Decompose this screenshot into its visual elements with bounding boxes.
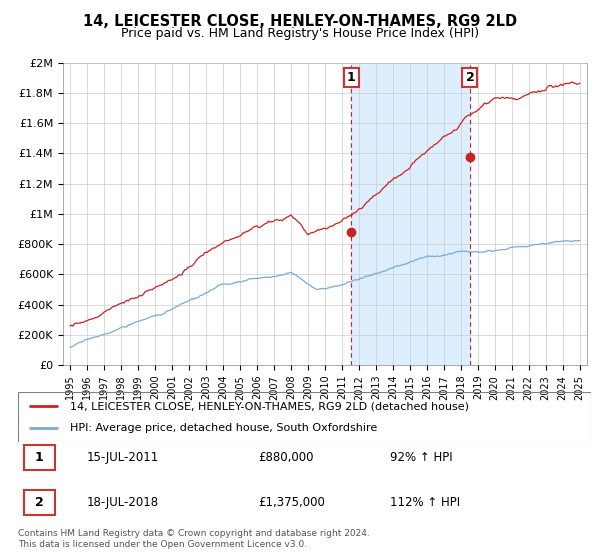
FancyBboxPatch shape [24, 491, 55, 515]
Text: 1: 1 [347, 71, 355, 85]
Text: 92% ↑ HPI: 92% ↑ HPI [391, 451, 453, 464]
Text: 14, LEICESTER CLOSE, HENLEY-ON-THAMES, RG9 2LD (detached house): 14, LEICESTER CLOSE, HENLEY-ON-THAMES, R… [70, 401, 469, 411]
Text: 2: 2 [35, 496, 44, 509]
Text: 112% ↑ HPI: 112% ↑ HPI [391, 496, 461, 509]
FancyBboxPatch shape [24, 446, 55, 470]
Text: Contains HM Land Registry data © Crown copyright and database right 2024.
This d: Contains HM Land Registry data © Crown c… [18, 529, 370, 549]
Text: £1,375,000: £1,375,000 [259, 496, 326, 509]
Text: 14, LEICESTER CLOSE, HENLEY-ON-THAMES, RG9 2LD: 14, LEICESTER CLOSE, HENLEY-ON-THAMES, R… [83, 14, 517, 29]
Bar [351, 63, 470, 365]
Text: 15-JUL-2011: 15-JUL-2011 [87, 451, 159, 464]
Text: £880,000: £880,000 [259, 451, 314, 464]
Text: HPI: Average price, detached house, South Oxfordshire: HPI: Average price, detached house, Sout… [70, 423, 377, 433]
Text: 18-JUL-2018: 18-JUL-2018 [87, 496, 159, 509]
Text: 2: 2 [466, 71, 475, 85]
Text: Price paid vs. HM Land Registry's House Price Index (HPI): Price paid vs. HM Land Registry's House … [121, 27, 479, 40]
Text: 1: 1 [35, 451, 44, 464]
